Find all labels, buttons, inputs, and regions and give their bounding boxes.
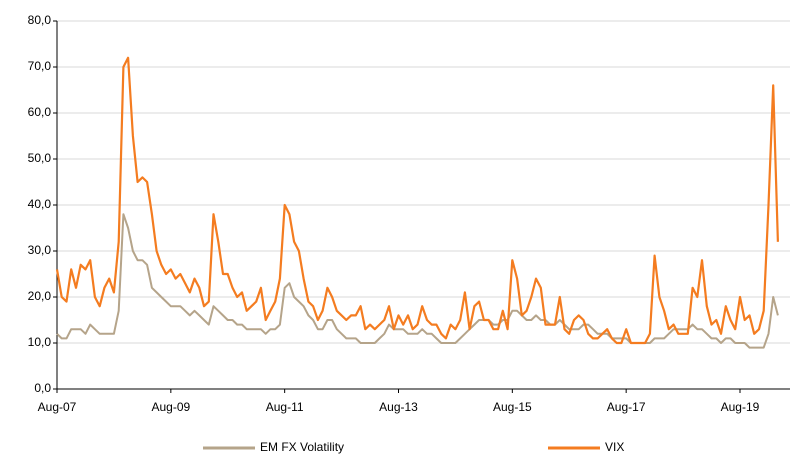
x-tick-label: Aug-07 [38, 400, 77, 414]
y-tick-label: 0,0 [34, 381, 51, 395]
y-tick-label: 80,0 [28, 13, 52, 27]
y-tick-label: 60,0 [28, 105, 52, 119]
y-tick-label: 20,0 [28, 289, 52, 303]
x-tick-label: Aug-11 [266, 400, 304, 414]
legend-label: VIX [605, 440, 624, 454]
y-tick-label: 50,0 [28, 151, 52, 165]
series-line [55, 56, 779, 345]
y-tick-label: 30,0 [28, 243, 52, 257]
x-tick-label: Aug-17 [607, 400, 646, 414]
y-tick-label: 10,0 [28, 335, 52, 349]
x-tick-label: Aug-09 [151, 400, 190, 414]
x-tick-label: Aug-19 [721, 400, 760, 414]
x-tick-label: Aug-15 [493, 400, 532, 414]
legend-label: EM FX Volatility [260, 440, 344, 454]
y-tick-label: 70,0 [28, 59, 52, 73]
y-tick-label: 40,0 [28, 197, 52, 211]
series-line [56, 213, 779, 349]
x-tick-label: Aug-13 [379, 400, 418, 414]
